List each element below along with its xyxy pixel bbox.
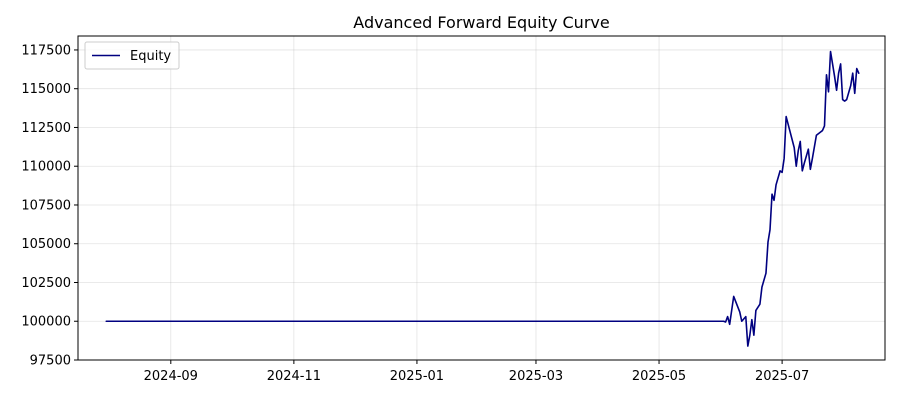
series-layer [105, 50, 860, 347]
y-tick-label: 117500 [21, 43, 71, 58]
x-tick-label: 2025-01 [390, 369, 444, 384]
legend-label-equity: Equity [130, 49, 171, 64]
y-axis: 97500 100000 102500 105000 107500 110000 11250… [21, 43, 78, 369]
legend: Equity [84, 41, 180, 70]
legend-box [84, 41, 180, 70]
y-tick-label: 97500 [30, 354, 71, 369]
y-tick-label: 110000 [21, 160, 71, 175]
plot-frame [77, 35, 886, 361]
y-tick-label: 107500 [21, 198, 71, 213]
chart-title: Advanced Forward Equity Curve [353, 13, 609, 32]
x-tick-label: 2025-05 [632, 369, 686, 384]
y-tick-label: 102500 [21, 276, 71, 291]
y-tick-label: 100000 [21, 315, 71, 330]
series-line-equity [105, 50, 860, 347]
y-tick-label: 112500 [21, 121, 71, 136]
x-tick-label: 2024-11 [267, 369, 321, 384]
x-tick-label: 2025-07 [755, 369, 809, 384]
y-tick-label: 115000 [21, 82, 71, 97]
x-axis: 2024-09 2024-11 2025-01 2025-03 2025-05 2025-… [144, 360, 809, 384]
x-tick-label: 2025-03 [509, 369, 563, 384]
y-tick-label: 105000 [21, 237, 71, 252]
x-tick-label: 2024-09 [144, 369, 198, 384]
